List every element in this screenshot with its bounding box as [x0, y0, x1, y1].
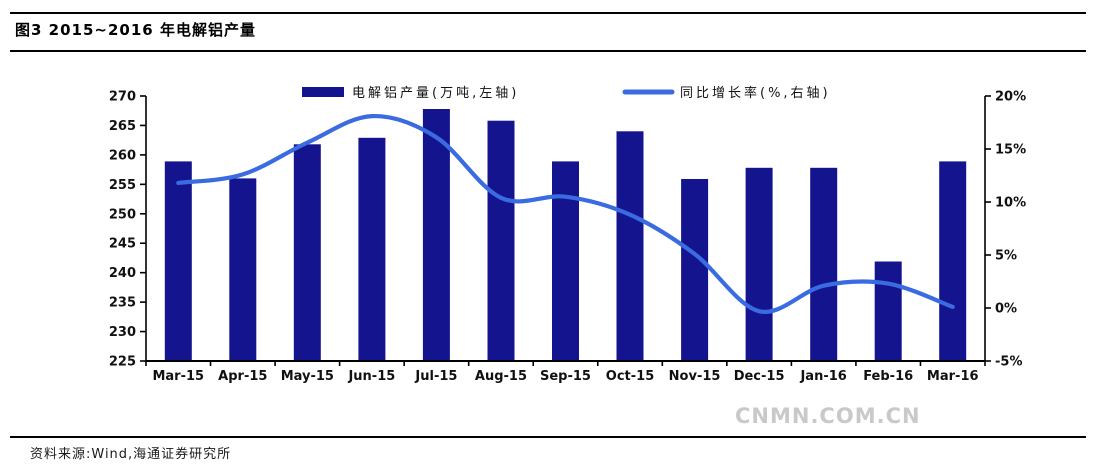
svg-text:Nov-15: Nov-15 [669, 369, 721, 384]
svg-text:0%: 0% [995, 302, 1017, 317]
svg-text:-5%: -5% [995, 355, 1022, 370]
svg-text:235: 235 [109, 296, 136, 311]
svg-text:Jul-15: Jul-15 [414, 369, 457, 384]
svg-text:电解铝产量(万吨,左轴): 电解铝产量(万吨,左轴) [352, 86, 519, 101]
title-rule [10, 50, 1086, 52]
watermark: CNMN.COM.CN [735, 404, 921, 428]
svg-text:同比增长率(%,右轴): 同比增长率(%,右轴) [680, 85, 831, 101]
svg-text:Mar-15: Mar-15 [152, 369, 204, 384]
svg-text:Feb-16: Feb-16 [863, 369, 913, 384]
svg-text:265: 265 [109, 119, 136, 134]
bottom-rule [10, 436, 1086, 438]
source-note: 资料来源:Wind,海通证券研究所 [30, 447, 232, 462]
svg-text:Apr-15: Apr-15 [218, 369, 267, 384]
svg-text:May-15: May-15 [281, 369, 334, 384]
figure-title: 图3 2015~2016 年电解铝产量 [15, 21, 256, 39]
svg-text:225: 225 [109, 355, 136, 370]
svg-text:Dec-15: Dec-15 [734, 369, 785, 384]
svg-text:20%: 20% [995, 90, 1026, 105]
svg-text:230: 230 [109, 325, 136, 340]
svg-text:10%: 10% [995, 196, 1026, 211]
svg-text:Mar-16: Mar-16 [927, 369, 979, 384]
svg-text:255: 255 [109, 178, 136, 193]
top-rule [10, 12, 1086, 14]
svg-text:Jun-15: Jun-15 [347, 369, 395, 384]
svg-text:250: 250 [109, 207, 136, 222]
svg-text:240: 240 [109, 266, 136, 281]
svg-text:Oct-15: Oct-15 [606, 369, 654, 384]
svg-text:15%: 15% [995, 143, 1026, 158]
svg-text:270: 270 [109, 90, 136, 105]
svg-text:5%: 5% [995, 249, 1017, 264]
svg-text:Sep-15: Sep-15 [540, 369, 591, 384]
svg-text:Jan-16: Jan-16 [799, 369, 846, 384]
svg-text:260: 260 [109, 148, 136, 163]
svg-text:Aug-15: Aug-15 [475, 369, 527, 384]
svg-text:245: 245 [109, 237, 136, 252]
